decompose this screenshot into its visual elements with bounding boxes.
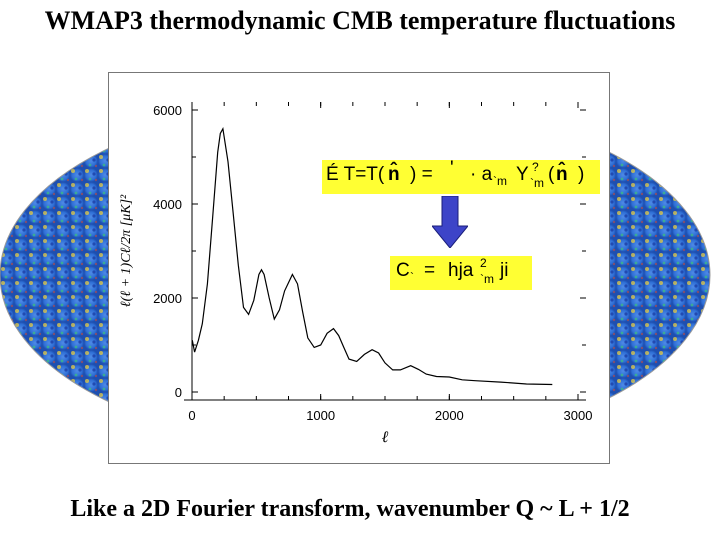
x-tick-label: 0 — [188, 408, 195, 423]
y-tick-label: 0 — [175, 385, 182, 400]
x-tick-label: 1000 — [306, 408, 335, 423]
y-tick-label: 4000 — [153, 197, 182, 212]
formula-part: = — [424, 260, 436, 281]
formula-part: ) — [578, 164, 585, 185]
slide-title: WMAP3 thermodynamic CMB temperature fluc… — [44, 6, 676, 35]
formula-superscript: ? — [532, 160, 539, 174]
x-tick-label: 3000 — [564, 408, 593, 423]
formula-subscript: `m — [493, 174, 507, 188]
formula-superscript: 2 — [480, 256, 487, 270]
formula-part: ' — [450, 158, 454, 179]
y-tick-label: 2000 — [153, 291, 182, 306]
formula-part: ( — [548, 164, 555, 185]
x-axis-label: ℓ — [382, 429, 389, 446]
formula-part: ) = — [410, 164, 433, 185]
power-spectrum-chart: 0 1000 2000 3000 0 2000 4000 6000 ℓ ℓ(ℓ + 1)Cℓ/2π… — [119, 102, 593, 446]
formula-subscript: `m — [530, 176, 544, 190]
power-spectrum-line — [191, 126, 553, 386]
down-arrow-icon — [432, 196, 468, 248]
formula-subscript: `m — [480, 272, 494, 286]
power-spectrum-formula: C ` = hja 2 `m ji — [390, 256, 532, 290]
formula-hat: n̂ — [556, 164, 568, 185]
x-tick-label: 2000 — [435, 408, 464, 423]
formula-hat: n̂ — [388, 164, 400, 185]
formula-part: É T=T( — [326, 164, 385, 185]
slide-caption: Like a 2D Fourier transform, wavenumber … — [70, 496, 630, 522]
y-tick-label: 6000 — [153, 103, 182, 118]
formula-part: · a — [470, 164, 493, 185]
formula-subscript: ` — [410, 270, 414, 284]
formula-part: hja — [448, 260, 474, 281]
formula-part: C — [396, 260, 410, 281]
harmonic-expansion-formula: É T=T( n̂ ) = ' · a `m Y ? `m ( n̂ ) — [322, 158, 600, 194]
formula-part: Y — [516, 164, 529, 185]
y-axis-label: ℓ(ℓ + 1)Cℓ/2π [μK]² — [119, 194, 134, 307]
formula-part: ji — [500, 260, 509, 281]
